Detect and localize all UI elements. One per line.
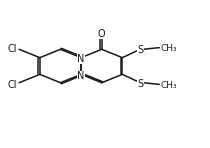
Text: S: S (137, 45, 143, 55)
Text: N: N (77, 54, 85, 64)
Text: O: O (98, 29, 106, 39)
Text: CH₃: CH₃ (160, 81, 177, 90)
Text: Cl: Cl (8, 80, 17, 90)
Text: CH₃: CH₃ (160, 44, 177, 53)
Text: S: S (137, 79, 143, 89)
Text: N: N (77, 71, 85, 81)
Text: Cl: Cl (8, 44, 17, 54)
